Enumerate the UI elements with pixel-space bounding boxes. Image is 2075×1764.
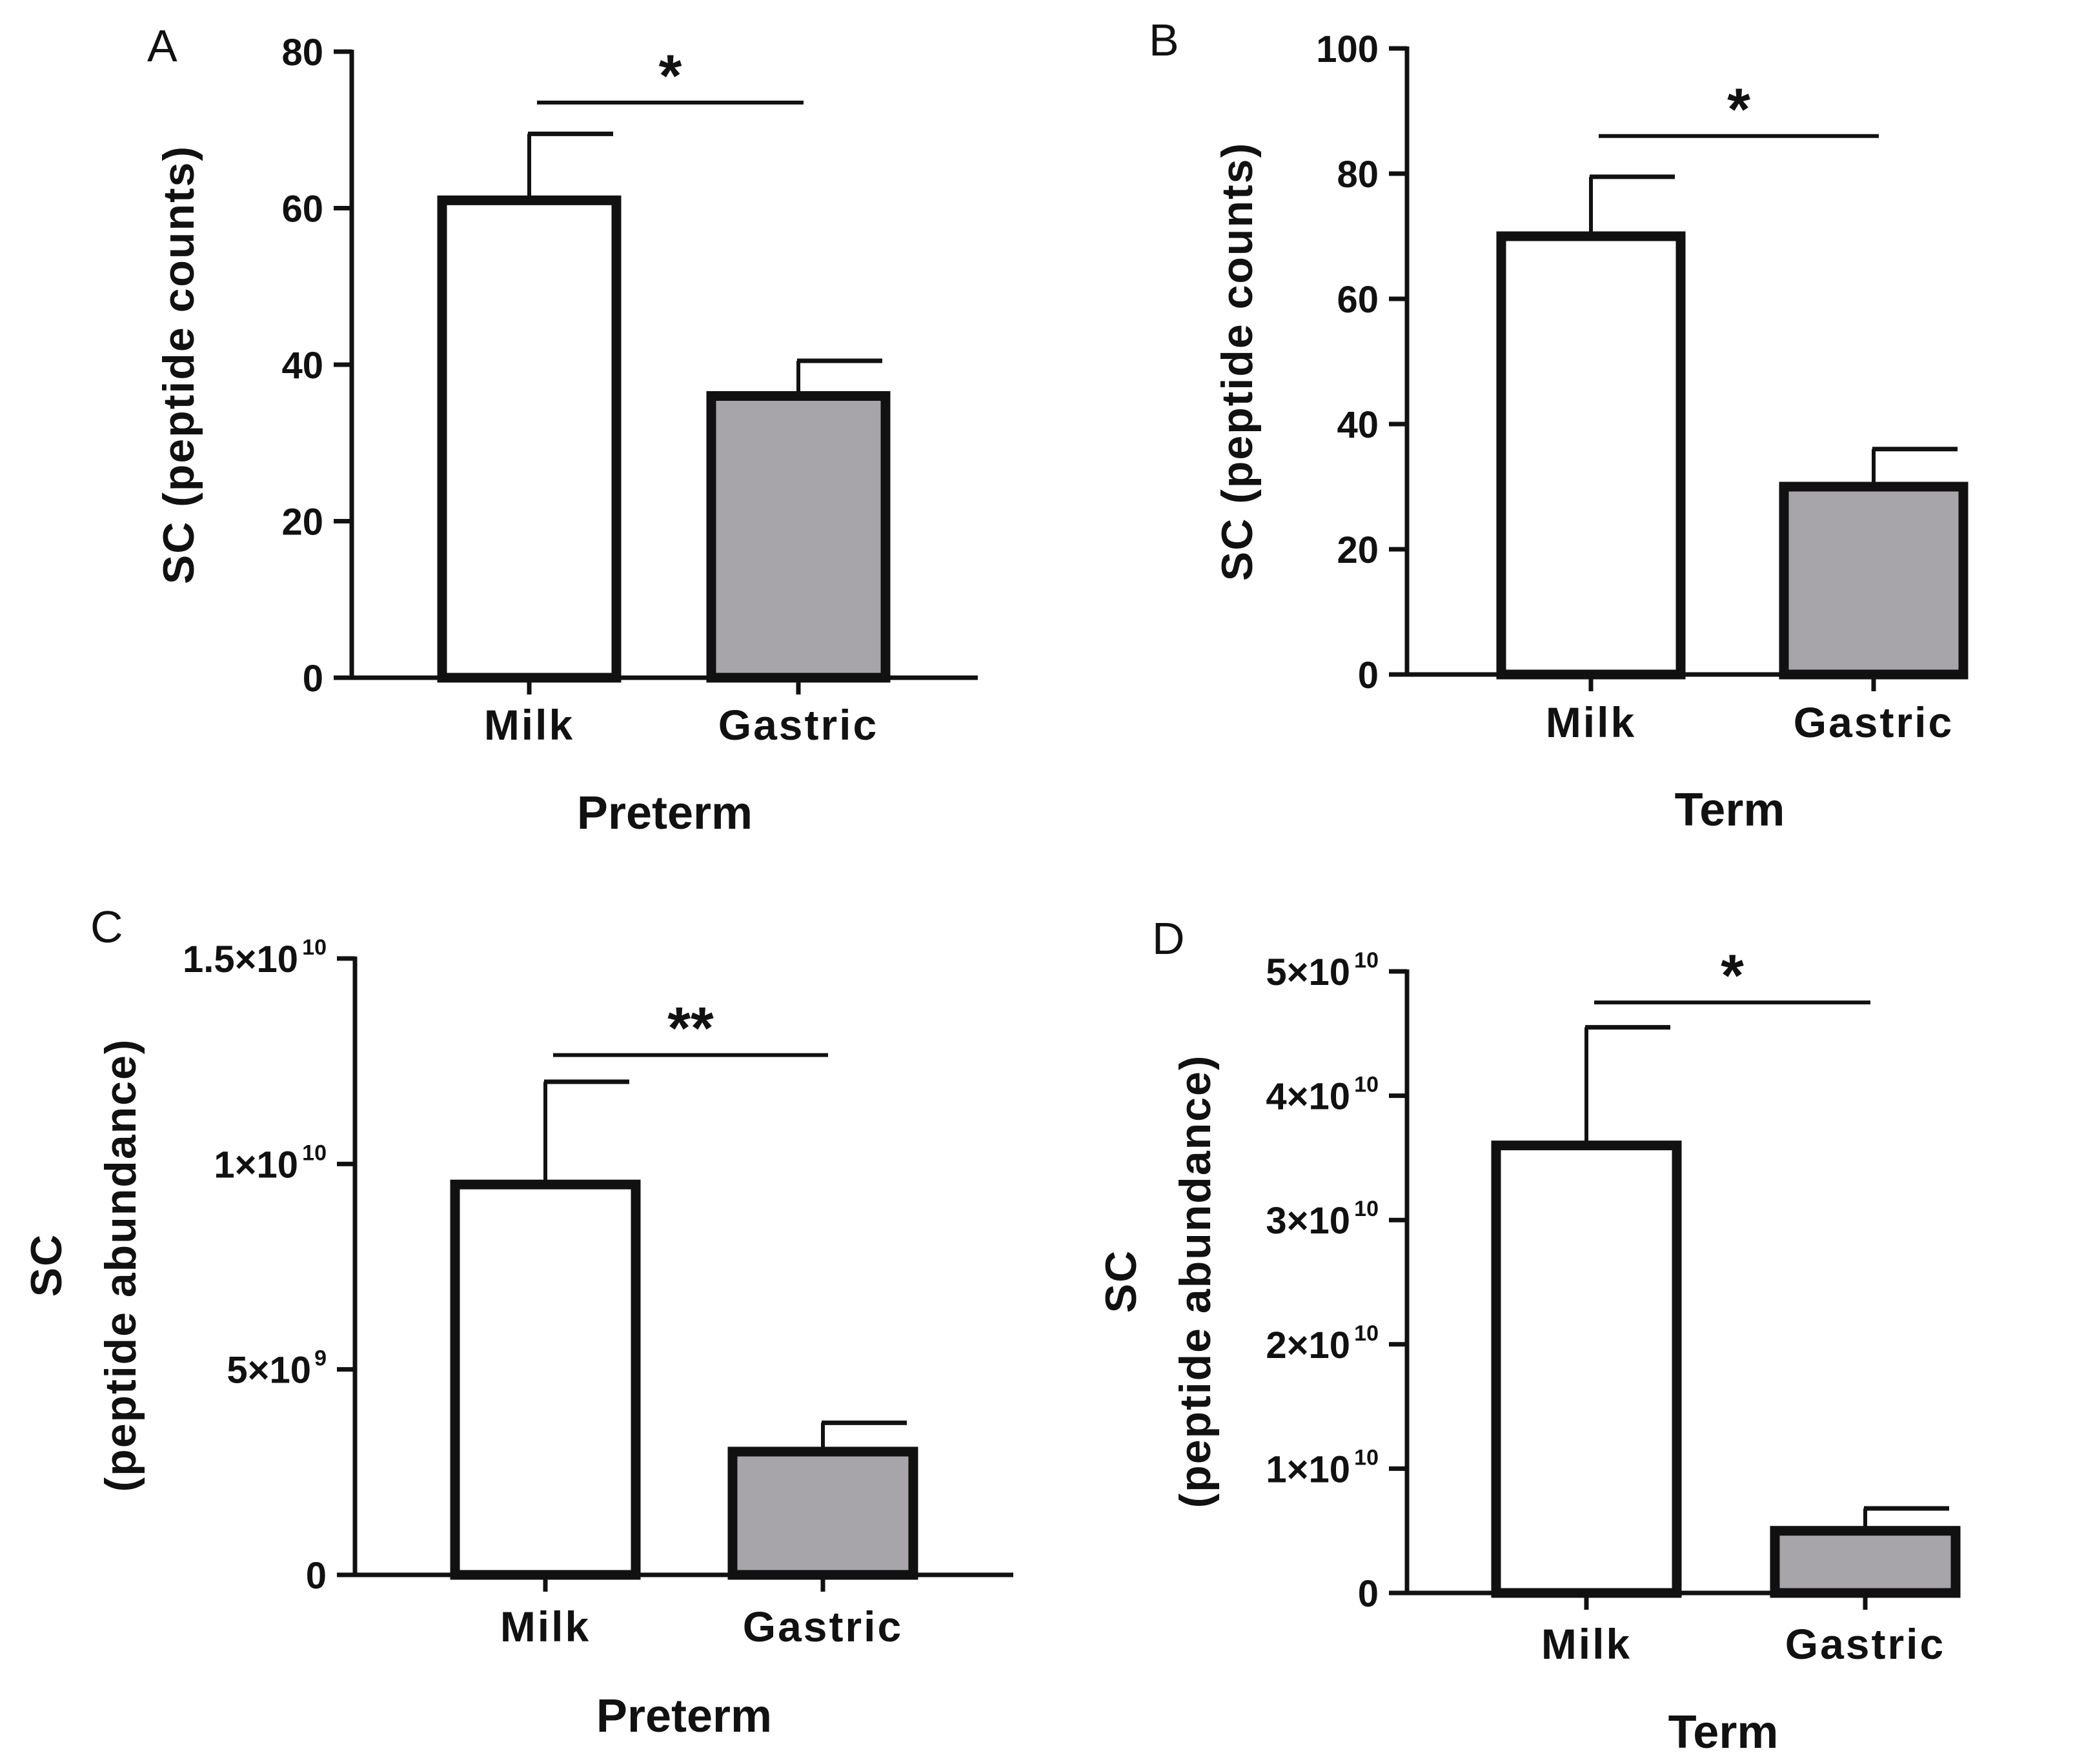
- x-tick-label: Gastric: [718, 701, 878, 749]
- x-tick-label: Gastric: [743, 1603, 903, 1650]
- panel-label: D: [1152, 913, 1185, 964]
- y-tick-label: 20: [1337, 529, 1379, 571]
- y-tick-label-exponent: 10: [302, 1141, 327, 1165]
- panel-label: C: [90, 902, 123, 952]
- bar-milk: [1491, 1141, 1682, 1598]
- significance-marker: **: [667, 996, 714, 1062]
- y-axis-title: (peptide abundance): [1171, 1055, 1220, 1508]
- y-tick-label-exponent: 10: [1354, 948, 1379, 973]
- y-tick-label: 0: [1358, 1573, 1379, 1615]
- panel-a: A 0 20 40 60 80 Milk Gastric * Preterm SC (peptide…: [147, 21, 978, 839]
- y-tick-label: 0: [303, 658, 323, 700]
- y-tick-label: 60: [1337, 279, 1379, 321]
- x-axis-title: Preterm: [596, 1690, 772, 1742]
- bar-gastric: [706, 391, 891, 683]
- y-axis-title: SC: [1097, 1250, 1146, 1313]
- panel-label: B: [1149, 15, 1179, 65]
- y-tick-label: 2×10: [1266, 1324, 1350, 1366]
- y-tick-label: 0: [306, 1555, 327, 1597]
- significance-marker: *: [1721, 943, 1744, 1009]
- y-tick-label: 1×10: [1266, 1448, 1350, 1490]
- significance-marker: *: [659, 43, 682, 109]
- y-tick-label: 0: [1358, 654, 1379, 696]
- y-tick-label: 60: [281, 188, 323, 230]
- y-axis-title: (peptide abundance): [96, 1039, 145, 1492]
- y-tick-label: 3×10: [1266, 1200, 1350, 1242]
- y-tick-label: 5×10: [227, 1350, 311, 1392]
- y-tick-label: 20: [281, 502, 323, 543]
- y-tick-label: 80: [281, 32, 323, 74]
- y-tick-label: 1×10: [214, 1144, 298, 1186]
- x-tick-label: Milk: [484, 701, 574, 749]
- y-tick-label: 5×10: [1266, 951, 1350, 993]
- significance-marker: *: [1727, 77, 1750, 143]
- x-tick-label: Milk: [500, 1603, 591, 1650]
- y-tick-label: 40: [1337, 404, 1379, 446]
- y-tick-label-exponent: 10: [302, 935, 327, 960]
- y-tick-label: 100: [1316, 28, 1379, 70]
- panel-b: B 0 20 40 60 80 100 Milk Gastric * Term SC (peptide…: [1149, 15, 1969, 836]
- x-axis-title: Preterm: [577, 787, 753, 839]
- y-tick-label: 4×10: [1266, 1076, 1350, 1118]
- x-axis-title: Term: [1675, 784, 1785, 836]
- y-tick-label-exponent: 9: [314, 1346, 327, 1371]
- x-axis-title: Term: [1668, 1707, 1779, 1758]
- x-tick-label: Milk: [1546, 698, 1636, 746]
- y-axis-title: SC (peptide counts): [154, 145, 203, 584]
- y-tick-label-exponent: 10: [1354, 1321, 1379, 1346]
- bar-milk: [450, 1179, 641, 1580]
- x-tick-label: Gastric: [1785, 1620, 1945, 1668]
- panel-label: A: [147, 21, 177, 71]
- bar-gastric: [727, 1446, 918, 1580]
- bar-milk: [437, 195, 622, 683]
- y-tick-label-exponent: 10: [1354, 1073, 1379, 1097]
- y-tick-label: 40: [281, 345, 323, 387]
- y-axis-title: SC (peptide counts): [1213, 142, 1262, 581]
- x-tick-label: Gastric: [1794, 698, 1954, 746]
- x-tick-label: Milk: [1541, 1620, 1632, 1668]
- bar-milk: [1496, 231, 1686, 680]
- bar-gastric: [1779, 482, 1969, 680]
- bar-gastric: [1770, 1526, 1961, 1598]
- y-tick-label: 80: [1337, 154, 1379, 196]
- y-tick-label: 1.5×10: [183, 938, 298, 980]
- y-tick-label-exponent: 10: [1354, 1197, 1379, 1221]
- y-axis-title: SC: [22, 1233, 71, 1297]
- y-tick-label-exponent: 10: [1354, 1445, 1379, 1470]
